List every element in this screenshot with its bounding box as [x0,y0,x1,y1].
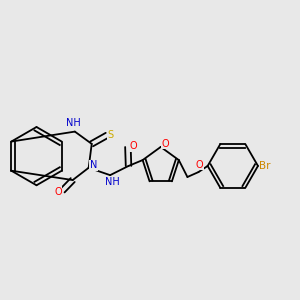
Text: O: O [196,160,203,170]
Text: S: S [108,130,114,140]
Text: N: N [90,160,97,170]
Text: Br: Br [259,161,271,171]
Text: NH: NH [66,118,81,128]
Text: O: O [54,187,62,197]
Text: O: O [130,141,137,151]
Text: NH: NH [105,177,120,187]
Text: O: O [162,139,170,149]
